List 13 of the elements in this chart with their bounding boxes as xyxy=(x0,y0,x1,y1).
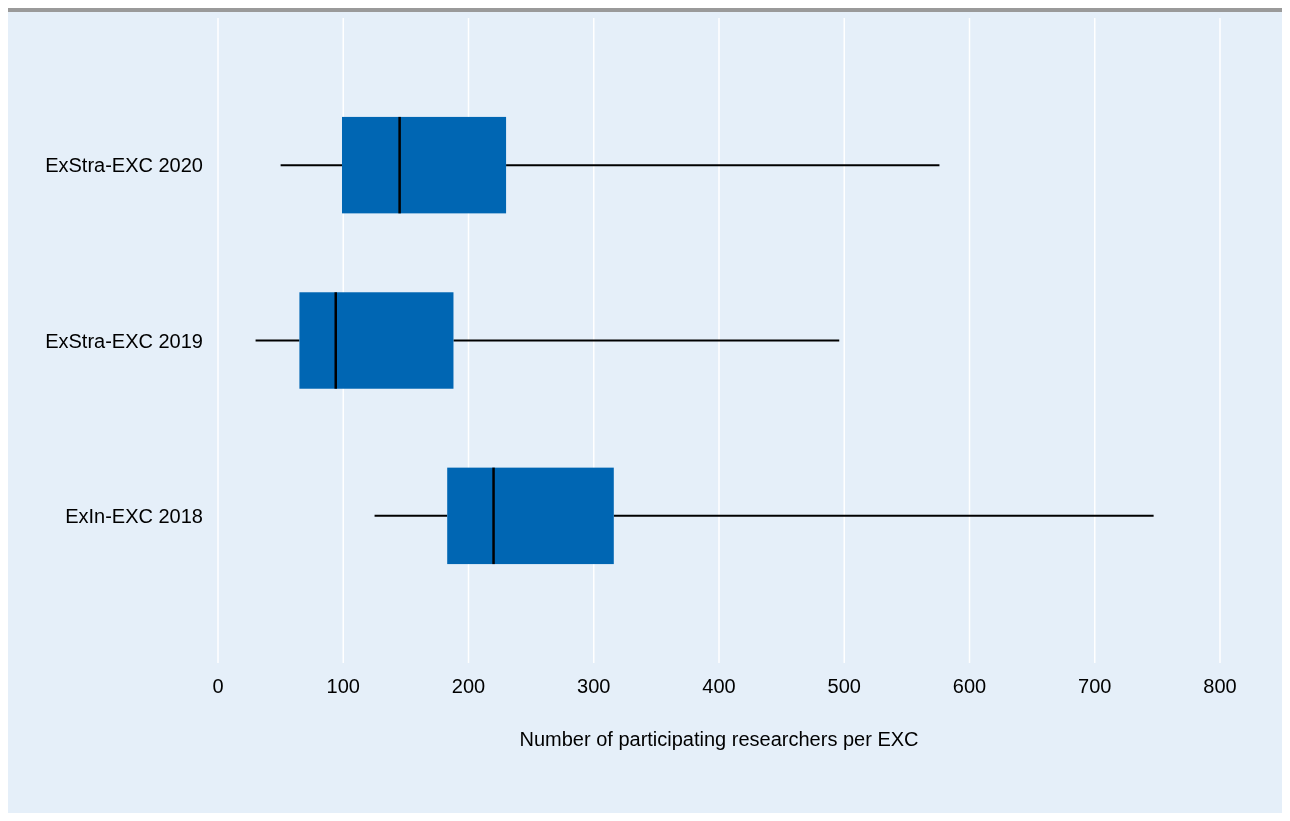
y-tick-label: ExStra-EXC 2019 xyxy=(45,329,203,352)
x-tick-label: 800 xyxy=(1203,675,1237,697)
x-tick-label: 400 xyxy=(702,675,736,697)
x-tick-label: 700 xyxy=(1078,675,1112,697)
y-tick-label: ExIn-EXC 2018 xyxy=(65,504,203,527)
x-tick-label: 300 xyxy=(577,675,611,697)
x-tick-label: 600 xyxy=(952,675,987,697)
x-axis-title: Number of participating researchers per EXC xyxy=(519,728,919,750)
y-tick-label: ExStra-EXC 2020 xyxy=(45,154,203,177)
x-tick-label: 500 xyxy=(827,675,861,697)
x-tick-label: 200 xyxy=(451,675,486,697)
x-tick-label: 100 xyxy=(326,675,360,697)
x-tick-label: 0 xyxy=(212,675,224,697)
